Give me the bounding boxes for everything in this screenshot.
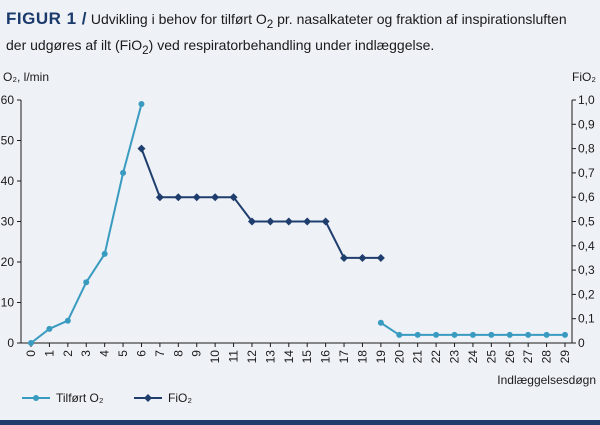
- x-tick-label: 22: [429, 350, 443, 364]
- data-point-diamond: [358, 253, 367, 262]
- x-tick-label: 17: [337, 350, 351, 364]
- y-left-tick-label: 60: [1, 93, 15, 107]
- data-point-diamond: [376, 253, 385, 262]
- y-left-tick-label: 30: [1, 215, 15, 229]
- x-tick-label: 14: [282, 350, 296, 364]
- data-point-circle: [28, 340, 34, 346]
- x-tick-label: 27: [521, 350, 535, 364]
- data-point-circle: [506, 331, 513, 338]
- data-point-diamond: [137, 144, 146, 153]
- data-point-circle: [469, 331, 476, 338]
- y-right-tick-label: 0,7: [578, 166, 595, 180]
- y-left-tick-label: 50: [1, 134, 15, 148]
- y-right-tick-label: 0,1: [578, 312, 595, 326]
- legend-label: Tilført O₂: [56, 391, 104, 405]
- y-right-axis-label: FiO₂: [572, 70, 596, 84]
- y-right-tick-label: 0,6: [578, 190, 595, 204]
- x-tick-label: 18: [355, 350, 369, 364]
- data-point-circle: [46, 325, 53, 332]
- series-line: [30, 103, 143, 344]
- x-tick-label: 26: [503, 350, 517, 364]
- x-tick-label: 0: [24, 350, 38, 357]
- x-tick-label: 15: [300, 350, 314, 364]
- x-tick-label: 13: [263, 350, 277, 364]
- y-right-tick-label: 0,8: [578, 142, 595, 156]
- data-point-circle: [396, 331, 403, 338]
- x-tick-label: 10: [208, 350, 222, 364]
- data-point-circle: [101, 250, 108, 257]
- x-tick-label: 9: [190, 350, 204, 357]
- data-point-diamond: [303, 217, 312, 226]
- x-tick-label: 1: [42, 350, 56, 357]
- data-point-circle: [138, 101, 145, 108]
- figure-title-part: pr. nasalkateter og fraktion af inspirat…: [273, 11, 567, 27]
- figure-title-part: ) ved respiratorbehandling under indlægg…: [148, 36, 435, 53]
- x-tick-label: 2: [61, 350, 75, 357]
- x-tick-label: 25: [484, 350, 498, 364]
- y-right-tick-label: 0,2: [578, 287, 595, 301]
- figure-caption: FIGUR 1 / Udvikling i behov for tilført …: [6, 8, 596, 61]
- data-point-diamond: [321, 217, 330, 226]
- x-tick-label: 21: [411, 350, 425, 364]
- y-left-tick-label: 20: [1, 255, 15, 269]
- data-point-circle: [451, 331, 458, 338]
- data-point-circle: [377, 319, 384, 326]
- figure-label: FIGUR 1 /: [6, 9, 88, 28]
- y-right-tick-label: 0: [578, 336, 585, 350]
- x-tick-label: 5: [116, 350, 130, 357]
- data-point-diamond: [174, 193, 183, 202]
- data-point-circle: [488, 331, 495, 338]
- y-right-tick-label: 0,3: [578, 263, 595, 277]
- series-line: [140, 148, 381, 259]
- x-tick-label: 11: [227, 350, 241, 363]
- figure-title-subscript: 2: [142, 43, 149, 57]
- y-right-tick-label: 1,0: [578, 93, 595, 107]
- data-point-circle: [83, 279, 90, 286]
- y-right-tick-label: 0,5: [578, 215, 595, 229]
- x-tick-label: 24: [466, 350, 480, 364]
- y-right-tick-label: 0,4: [578, 239, 595, 253]
- x-tick-label: 29: [558, 350, 572, 364]
- data-point-diamond: [155, 193, 164, 202]
- data-point-diamond: [284, 217, 293, 226]
- x-tick-label: 4: [98, 350, 112, 357]
- x-axis-label: Indlæggelsesdøgn: [497, 373, 596, 387]
- y-right-tick-label: 0,9: [578, 117, 595, 131]
- y-left-axis-label: O₂, l/min: [3, 70, 49, 84]
- y-left-tick-label: 40: [1, 174, 15, 188]
- x-tick-label: 19: [374, 350, 388, 364]
- legend-marker-circle: [33, 395, 39, 401]
- figure-title-part: der udgøres af ilt (FiO: [6, 36, 143, 53]
- data-point-circle: [414, 331, 421, 338]
- data-point-circle: [64, 317, 71, 324]
- data-point-diamond: [211, 193, 220, 202]
- y-left-tick-label: 10: [1, 296, 15, 310]
- data-point-diamond: [192, 193, 201, 202]
- x-tick-label: 23: [448, 350, 462, 364]
- x-tick-label: 28: [540, 350, 554, 364]
- figure-title-part: Udvikling i behov for tilført O: [90, 11, 267, 27]
- y-left-tick-label: 0: [7, 336, 14, 350]
- figure-title-subscript: 2: [266, 17, 274, 31]
- data-point-diamond: [266, 217, 275, 226]
- data-point-circle: [433, 331, 440, 338]
- data-point-circle: [543, 331, 550, 338]
- x-tick-label: 16: [319, 350, 333, 364]
- data-point-circle: [525, 331, 532, 338]
- x-tick-label: 3: [79, 350, 93, 357]
- legend-label: FiO₂: [168, 391, 192, 405]
- data-point-diamond: [340, 253, 349, 262]
- data-point-circle: [562, 331, 568, 338]
- legend-marker-diamond: [144, 394, 152, 402]
- data-point-circle: [120, 169, 127, 176]
- x-tick-label: 7: [153, 350, 167, 357]
- data-point-diamond: [247, 217, 256, 226]
- bottom-rule: [0, 420, 600, 425]
- x-tick-label: 12: [245, 350, 259, 364]
- data-point-diamond: [229, 193, 238, 202]
- x-tick-label: 6: [134, 350, 148, 357]
- x-tick-label: 8: [171, 350, 185, 357]
- x-tick-label: 20: [392, 350, 406, 364]
